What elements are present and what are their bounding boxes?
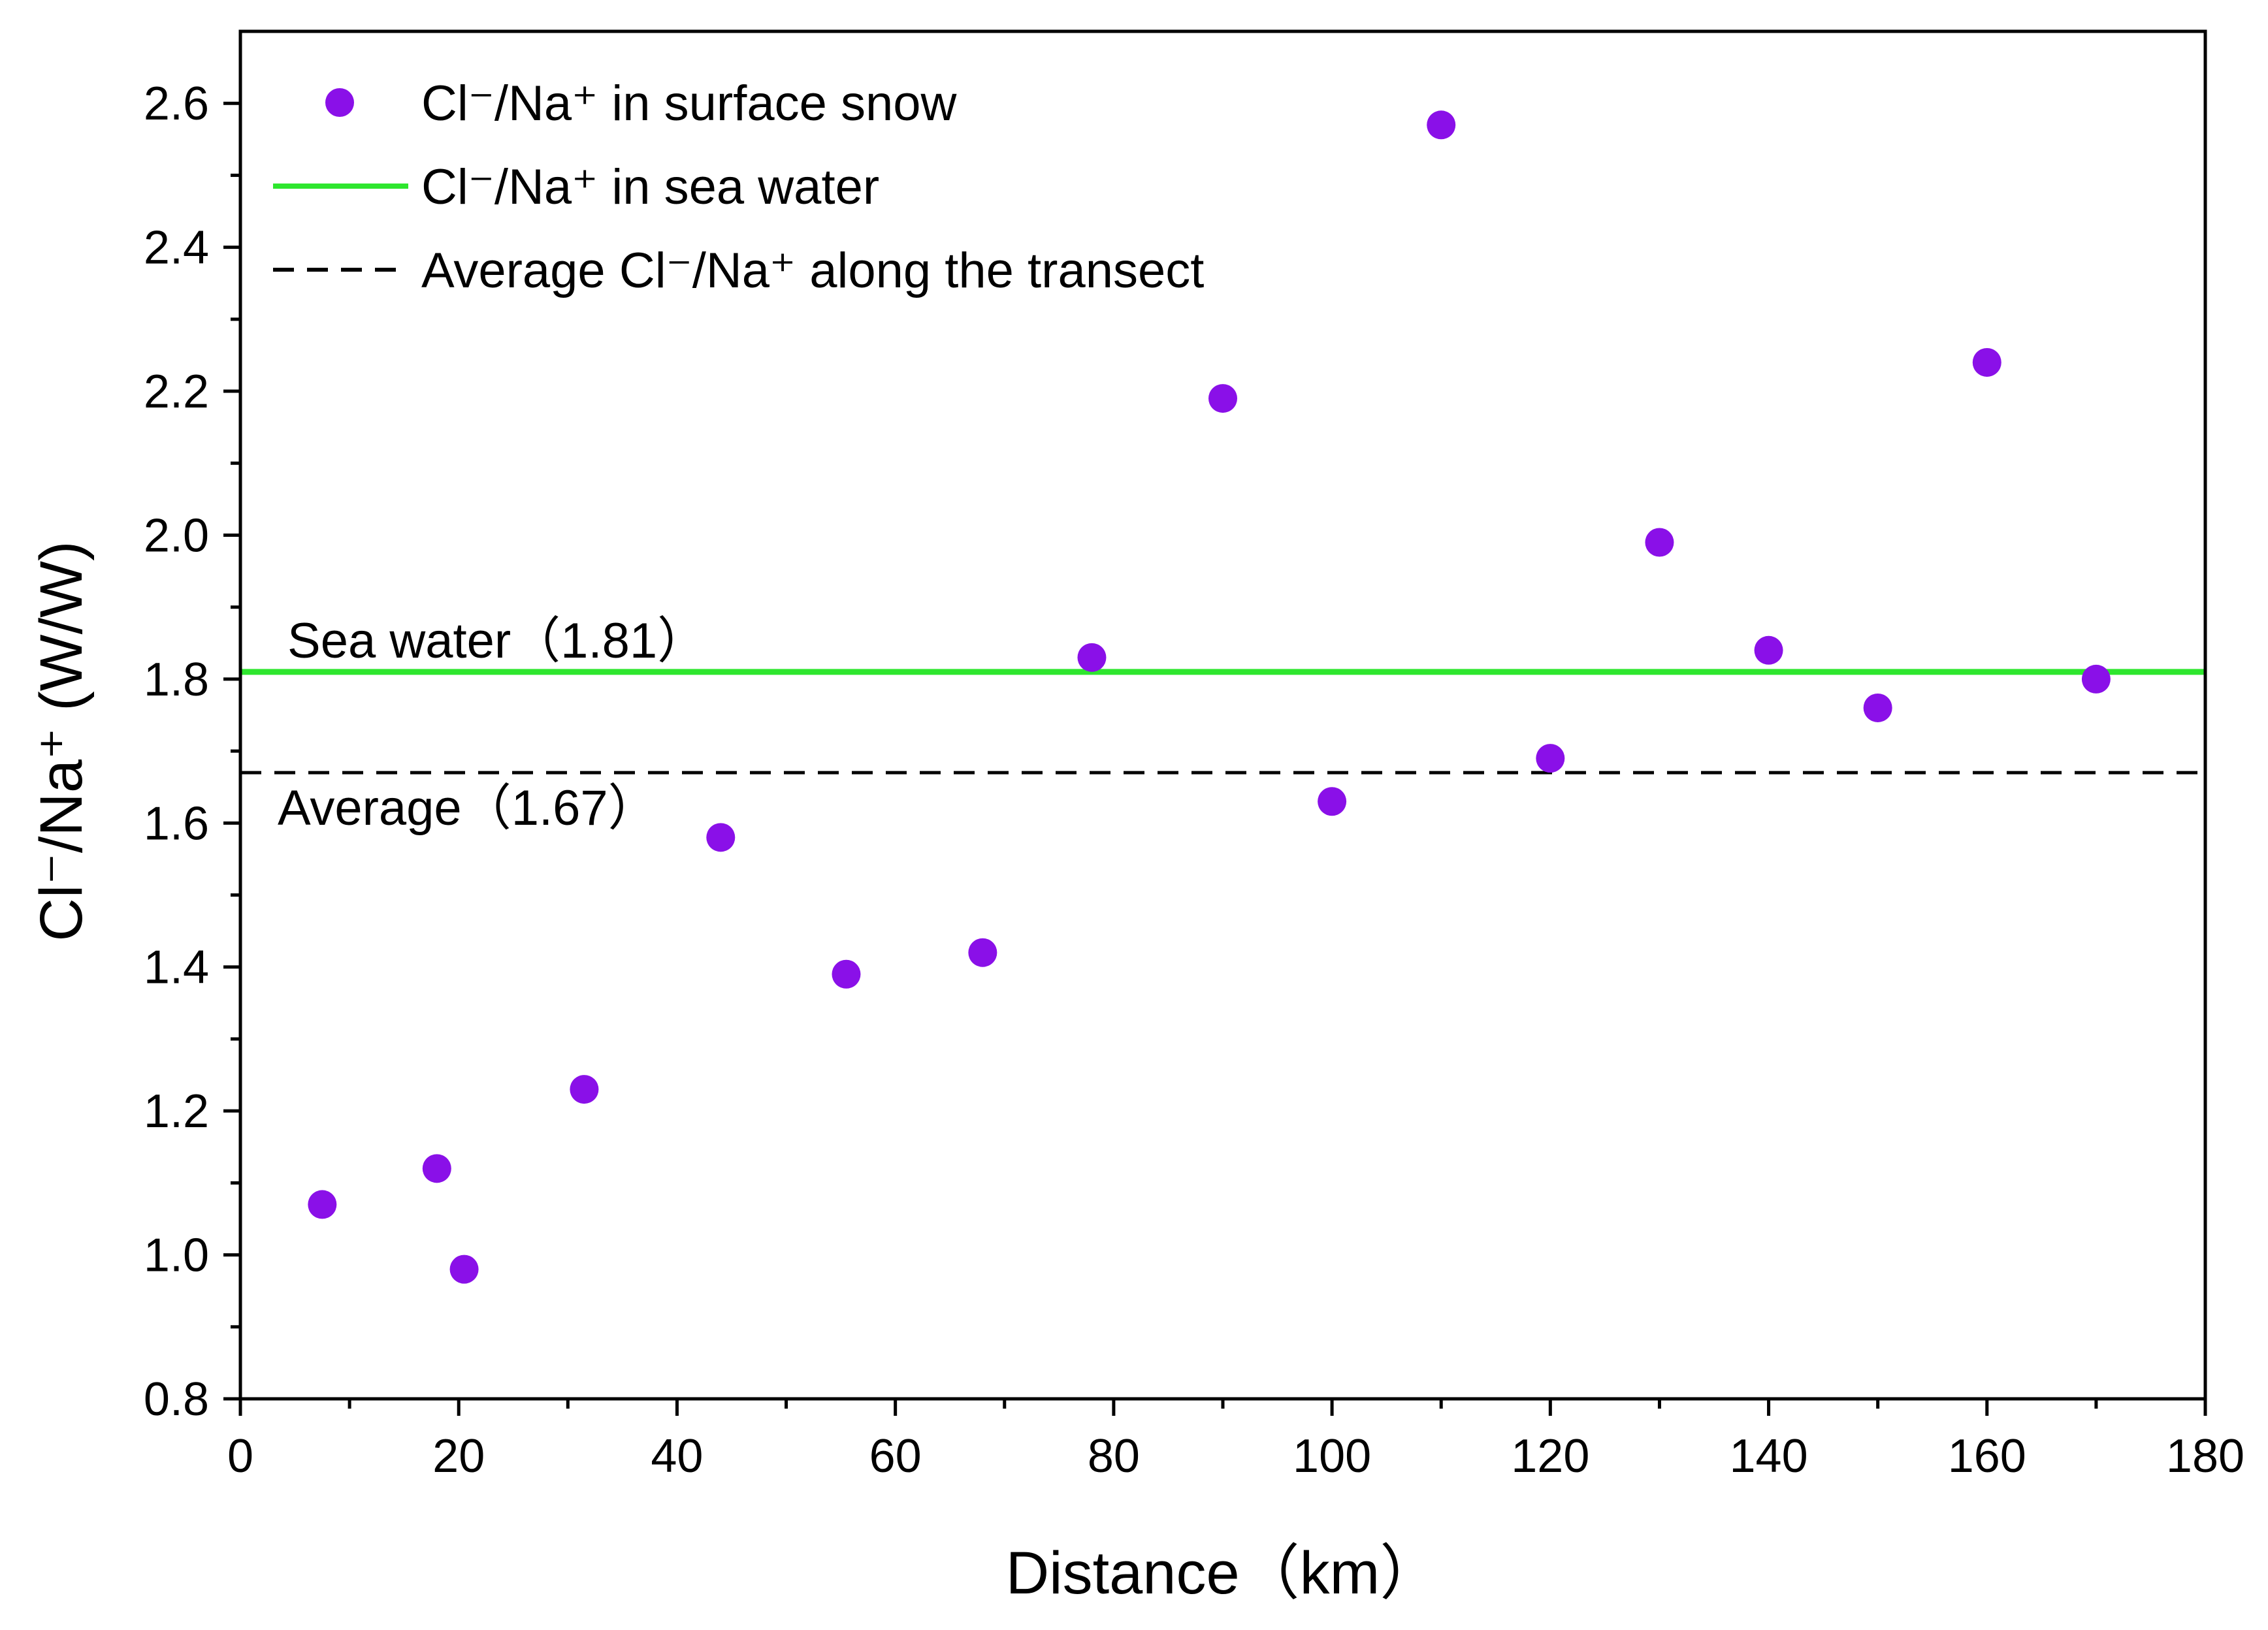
data-point <box>1318 787 1347 816</box>
data-point <box>968 938 997 967</box>
data-point <box>1754 635 1783 665</box>
data-point <box>832 959 861 989</box>
data-point <box>449 1254 479 1284</box>
x-tick-label: 160 <box>1948 1430 2026 1482</box>
x-tick-label: 40 <box>651 1430 703 1482</box>
y-tick-label: 2.2 <box>144 366 209 418</box>
y-axis-ticks: 0.8 1.0 1.2 1.4 1.6 1.8 2.0 2.2 2.4 2.6 <box>144 78 240 1426</box>
data-point <box>1645 528 1674 557</box>
x-tick-label: 80 <box>1088 1430 1140 1482</box>
x-tick-label: 120 <box>1511 1430 1589 1482</box>
data-point <box>308 1190 337 1219</box>
x-axis-title: Distance（km） <box>1006 1540 1440 1606</box>
y-axis-title: Cl⁻/Na⁺ (W/W) <box>28 541 95 941</box>
y-tick-label: 2.4 <box>144 222 209 274</box>
legend-label-average: Average Cl⁻/Na⁺ along the transect <box>421 243 1204 298</box>
data-point <box>2081 664 2111 694</box>
data-point <box>1208 384 1237 413</box>
reference-lines <box>240 669 2205 775</box>
y-tick-label: 1.2 <box>144 1085 209 1138</box>
data-point <box>1427 110 1456 140</box>
x-tick-label: 60 <box>869 1430 922 1482</box>
data-point <box>706 823 736 852</box>
average-label: Average（1.67） <box>278 780 658 836</box>
x-tick-label: 0 <box>227 1430 253 1482</box>
y-tick-label: 1.6 <box>144 797 209 850</box>
x-axis-ticks: 0 20 40 60 80 100 120 140 160 180 <box>227 1399 2244 1482</box>
legend-label-sea-water: Cl⁻/Na⁺ in sea water <box>421 159 879 215</box>
x-tick-label: 180 <box>2166 1430 2244 1482</box>
x-tick-label: 100 <box>1293 1430 1371 1482</box>
y-tick-label: 1.4 <box>144 942 209 994</box>
x-tick-label: 140 <box>1729 1430 1807 1482</box>
legend-label-surface-snow: Cl⁻/Na⁺ in surface snow <box>421 76 958 131</box>
legend: Cl⁻/Na⁺ in surface snow Cl⁻/Na⁺ in sea w… <box>273 76 1204 298</box>
x-tick-label: 20 <box>432 1430 485 1482</box>
plot-frame <box>238 29 2207 1401</box>
y-tick-label: 2.0 <box>144 509 209 562</box>
data-point <box>1077 643 1107 672</box>
data-point <box>422 1154 451 1183</box>
sea-water-label: Sea water（1.81） <box>287 613 707 669</box>
data-point <box>570 1075 599 1104</box>
data-point <box>1863 693 1892 722</box>
data-point <box>1536 744 1565 773</box>
y-tick-label: 2.6 <box>144 78 209 130</box>
y-tick-label: 1.0 <box>144 1230 209 1282</box>
data-point <box>1972 347 2001 377</box>
legend-marker-surface-snow <box>325 88 354 117</box>
y-tick-label: 1.8 <box>144 654 209 706</box>
data-points <box>308 110 2111 1284</box>
y-tick-label: 0.8 <box>144 1373 209 1426</box>
